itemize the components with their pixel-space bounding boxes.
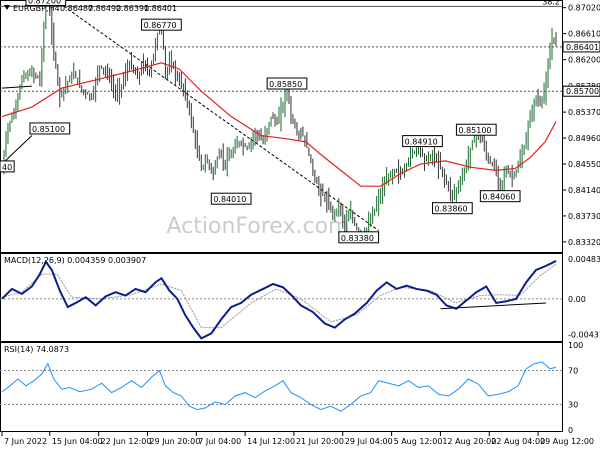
x-tick-label: 14 Jul 12:00 <box>247 437 295 446</box>
symbol-label: EURGBP,H4 <box>13 4 60 13</box>
price-y-axis: 0.870200.866100.862000.857800.853700.849… <box>562 4 600 247</box>
rsi-y-tick-label: 30 <box>568 401 578 410</box>
macd-y-tick-label: -0.004312 <box>568 330 600 339</box>
price-annotation-label: 0.84060 <box>482 193 515 202</box>
price-annotation-box <box>338 231 380 244</box>
macd-y-tick-label: 0.004834 <box>568 255 600 264</box>
price-y-tick-label: 0.84550 <box>568 160 600 169</box>
price-annotation-label: 0.84910 <box>405 138 438 147</box>
rsi-y-tick-label: 100 <box>568 341 583 350</box>
rsi-line <box>1 361 557 412</box>
price-annotation-label: 0.85850 <box>269 80 302 89</box>
price-annotation-box <box>402 135 443 148</box>
price-annotation-label: 0.86770 <box>144 21 177 30</box>
price-y-tick-label: 0.83320 <box>568 238 600 247</box>
rsi-header: RSI(14) 74.0873 <box>4 345 69 354</box>
macd-panel <box>0 253 563 342</box>
price-annotation-box <box>29 122 71 135</box>
price-annotations: 0.87200 0.86770 0.85850 0.85100 0.84910 0.851… <box>0 0 521 244</box>
price-trendline <box>54 0 379 231</box>
price-annotation-box <box>432 202 473 215</box>
price-annotation-box <box>479 190 521 203</box>
macd-line <box>1 259 557 340</box>
price-annotation-box <box>210 192 252 205</box>
price-y-tick-label: 0.86200 <box>568 56 600 65</box>
price-y-tick-label: 0.85370 <box>568 108 600 117</box>
price-y-tick-label: 0.83730 <box>568 212 600 221</box>
price-annotation-box <box>266 77 308 90</box>
rsi-panel <box>0 342 563 432</box>
price-annotation-label: 0.85100 <box>458 126 491 135</box>
macd-header: MACD(12,26,9) 0.004359 0.003907 <box>4 256 146 265</box>
price-annotation-box <box>455 123 497 136</box>
price-annotation-label: 0.83860 <box>435 205 468 214</box>
level-price-box <box>562 85 600 97</box>
macd-trendline <box>440 302 547 310</box>
x-tick-label: 15 Jun 04:00 <box>52 437 103 446</box>
price-trendline <box>1 135 33 165</box>
price-trendline <box>1 85 32 89</box>
rsi-y-axis: 100 70 30 0 <box>568 341 583 435</box>
watermark: ActionForex.com <box>167 214 350 239</box>
price-annotation-label: 0.85100 <box>32 125 65 134</box>
level-price-label: 0.85700 <box>566 87 599 96</box>
price-annotation-label: 0.84010 <box>213 195 246 204</box>
current-price-label: 0.86401 <box>566 43 599 52</box>
x-tick-label: 12 Aug 20:00 <box>442 437 496 446</box>
ohlc-open: 0.86487 <box>60 4 93 13</box>
price-y-tick-label: 0.84140 <box>568 186 600 195</box>
price-y-tick-label: 0.86610 <box>568 30 600 39</box>
price-annotation-box <box>0 160 15 173</box>
macd-trendline-segment <box>440 302 547 310</box>
ohlc-low: 0.86391 <box>116 4 149 13</box>
x-tick-label: 29 Aug 12:00 <box>540 437 594 446</box>
dropdown-triangle-icon[interactable] <box>4 5 10 10</box>
ohlc-close: 0.86401 <box>144 4 177 13</box>
price-bars <box>1 0 557 239</box>
price-header: EURGBP,H4 0.86487 0.86492 0.86391 0.8640… <box>4 4 177 13</box>
rsi-y-tick-label: 0 <box>568 426 573 435</box>
price-annotation-label: 0.83380 <box>341 234 374 243</box>
x-tick-label: 22 Aug 04:00 <box>491 437 545 446</box>
x-tick-label: 21 Jul 20:00 <box>296 437 344 446</box>
fib-level-label: 38.2 <box>542 0 560 6</box>
price-y-tick-label: 0.87020 <box>568 4 600 13</box>
x-tick-label: 5 Aug 12:00 <box>394 437 443 446</box>
rsi-y-tick-label: 70 <box>568 367 578 376</box>
x-tick-label: 29 Jul 04:00 <box>345 437 393 446</box>
macd-y-tick-label: 0.00 <box>568 295 586 304</box>
rsi-levels <box>0 370 562 405</box>
price-annotation-box <box>141 18 182 31</box>
macd-signal-line <box>1 263 557 329</box>
price-y-tick-label: 0.84960 <box>568 134 600 143</box>
x-tick-label: 29 Jun 20:00 <box>149 437 200 446</box>
price-moving-average-line <box>1 62 557 187</box>
current-price-box <box>562 41 600 53</box>
price-annotation-label: 0.87200 <box>28 0 61 5</box>
price-panel <box>0 0 563 253</box>
price-trendlines <box>1 0 379 231</box>
x-tick-label: 22 Jun 12:00 <box>101 437 152 446</box>
price-annotation-label: 40 <box>2 163 12 172</box>
x-tick-label: 7 Jun 2022 <box>4 437 47 446</box>
price-annotation-box <box>25 0 67 6</box>
ohlc-high: 0.86492 <box>88 4 121 13</box>
macd-y-axis: 0.004834 0.00 -0.004312 <box>568 255 600 339</box>
x-tick-label: 7 Jul 04:00 <box>198 437 241 446</box>
